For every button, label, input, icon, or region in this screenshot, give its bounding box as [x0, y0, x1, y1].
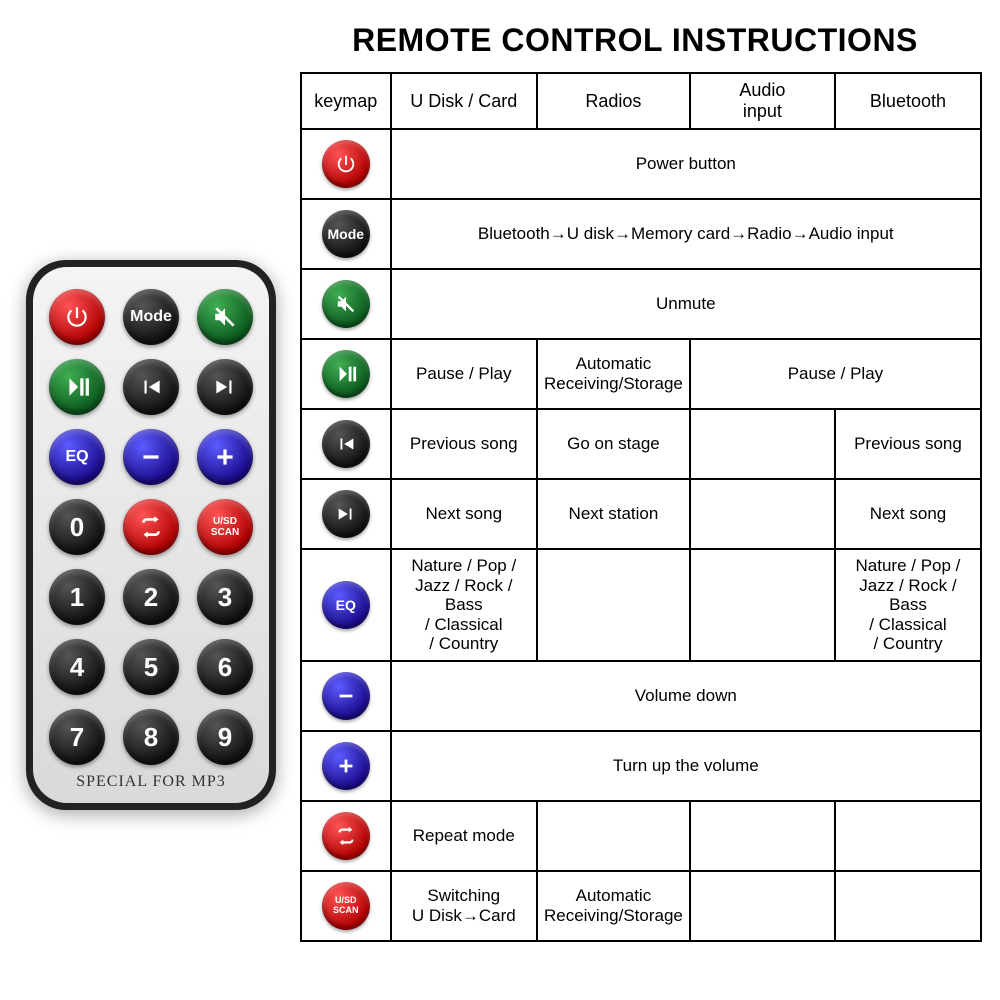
table-cell: Go on stage [537, 409, 690, 479]
num2-button[interactable]: 2 [123, 569, 179, 625]
table-cell: Turn up the volume [391, 731, 981, 801]
table-cell: Previous song [391, 409, 537, 479]
table-cell [835, 871, 981, 941]
keymap-cell: U/SDSCAN [301, 871, 391, 941]
text-button[interactable]: Mode [322, 210, 370, 258]
page-title: REMOTE CONTROL INSTRUCTIONS [300, 22, 970, 59]
table-cell: Next song [391, 479, 537, 549]
text-button[interactable]: EQ [322, 581, 370, 629]
num0-button[interactable]: 0 [49, 499, 105, 555]
table-row: Turn up the volume [301, 731, 981, 801]
function-table: keymapU Disk / CardRadiosAudioinputBluet… [300, 72, 982, 942]
table-header: Radios [537, 73, 690, 129]
plus-button[interactable] [197, 429, 253, 485]
table-row: Volume down [301, 661, 981, 731]
num6-button[interactable]: 6 [197, 639, 253, 695]
table-cell: Bluetooth→U disk→Memory card→Radio→Audio… [391, 199, 981, 269]
table-cell: Power button [391, 129, 981, 199]
table-row: Mode Bluetooth→U disk→Memory card→Radio→A… [301, 199, 981, 269]
keymap-cell [301, 409, 391, 479]
mode-button[interactable]: Mode [123, 289, 179, 345]
usd-button[interactable]: U/SDSCAN [197, 499, 253, 555]
keymap-cell [301, 801, 391, 871]
table-row: Unmute [301, 269, 981, 339]
table-cell [537, 801, 690, 871]
next-button[interactable] [197, 359, 253, 415]
table-cell: Volume down [391, 661, 981, 731]
table-cell [537, 549, 690, 661]
repeat-button[interactable] [322, 812, 370, 860]
playpause-button[interactable] [49, 359, 105, 415]
remote-footer-label: SPECIAL FOR MP3 [76, 773, 226, 791]
table-cell: AutomaticReceiving/Storage [537, 339, 690, 409]
text-button[interactable]: U/SDSCAN [322, 882, 370, 930]
table-cell [690, 549, 835, 661]
table-row: Pause / PlayAutomaticReceiving/StoragePa… [301, 339, 981, 409]
num9-button[interactable]: 9 [197, 709, 253, 765]
num1-button[interactable]: 1 [49, 569, 105, 625]
power-button[interactable] [49, 289, 105, 345]
table-row: Previous songGo on stagePrevious song [301, 409, 981, 479]
table-cell: Previous song [835, 409, 981, 479]
table-cell: Next station [537, 479, 690, 549]
keymap-cell [301, 479, 391, 549]
table-header: U Disk / Card [391, 73, 537, 129]
table-cell [690, 801, 835, 871]
minus-button[interactable] [123, 429, 179, 485]
num5-button[interactable]: 5 [123, 639, 179, 695]
table-row: EQ Nature / Pop /Jazz / Rock / Bass/ Clas… [301, 549, 981, 661]
keymap-cell [301, 731, 391, 801]
table-header: Audioinput [690, 73, 835, 129]
num4-button[interactable]: 4 [49, 639, 105, 695]
table-cell: Nature / Pop /Jazz / Rock / Bass/ Classi… [391, 549, 537, 661]
table-cell: Pause / Play [391, 339, 537, 409]
table-cell: Nature / Pop /Jazz / Rock / Bass/ Classi… [835, 549, 981, 661]
plus-button[interactable] [322, 742, 370, 790]
table-cell [690, 871, 835, 941]
prev-button[interactable] [123, 359, 179, 415]
playpause-button[interactable] [322, 350, 370, 398]
mute-button[interactable] [322, 280, 370, 328]
num8-button[interactable]: 8 [123, 709, 179, 765]
next-button[interactable] [322, 490, 370, 538]
keymap-cell: Mode [301, 199, 391, 269]
table-cell: AutomaticReceiving/Storage [537, 871, 690, 941]
keymap-cell [301, 661, 391, 731]
eq-button[interactable]: EQ [49, 429, 105, 485]
prev-button[interactable] [322, 420, 370, 468]
table-header: keymap [301, 73, 391, 129]
table-cell [835, 801, 981, 871]
table-cell [690, 479, 835, 549]
keymap-cell [301, 339, 391, 409]
keymap-cell: EQ [301, 549, 391, 661]
power-button[interactable] [322, 140, 370, 188]
minus-button[interactable] [322, 672, 370, 720]
remote-face: Mode EQ 0 U/SDSCAN 123 456 789 SPECIAL FOR MP3 [33, 267, 269, 803]
table-row: Power button [301, 129, 981, 199]
table-cell: Next song [835, 479, 981, 549]
table-cell: SwitchingU Disk→Card [391, 871, 537, 941]
table-cell [690, 409, 835, 479]
table-cell: Unmute [391, 269, 981, 339]
table-cell: Repeat mode [391, 801, 537, 871]
mute-button[interactable] [197, 289, 253, 345]
table-header: Bluetooth [835, 73, 981, 129]
remote-button-grid: Mode EQ 0 U/SDSCAN 123 456 789 [49, 289, 253, 769]
remote-control: Mode EQ 0 U/SDSCAN 123 456 789 SPECIAL FOR MP3 [26, 260, 276, 810]
keymap-cell [301, 129, 391, 199]
table-row: Next songNext stationNext song [301, 479, 981, 549]
num3-button[interactable]: 3 [197, 569, 253, 625]
table-cell: Pause / Play [690, 339, 981, 409]
table-row: U/SDSCAN SwitchingU Disk→CardAutomaticRec… [301, 871, 981, 941]
repeat-button[interactable] [123, 499, 179, 555]
num7-button[interactable]: 7 [49, 709, 105, 765]
table-row: Repeat mode [301, 801, 981, 871]
keymap-cell [301, 269, 391, 339]
